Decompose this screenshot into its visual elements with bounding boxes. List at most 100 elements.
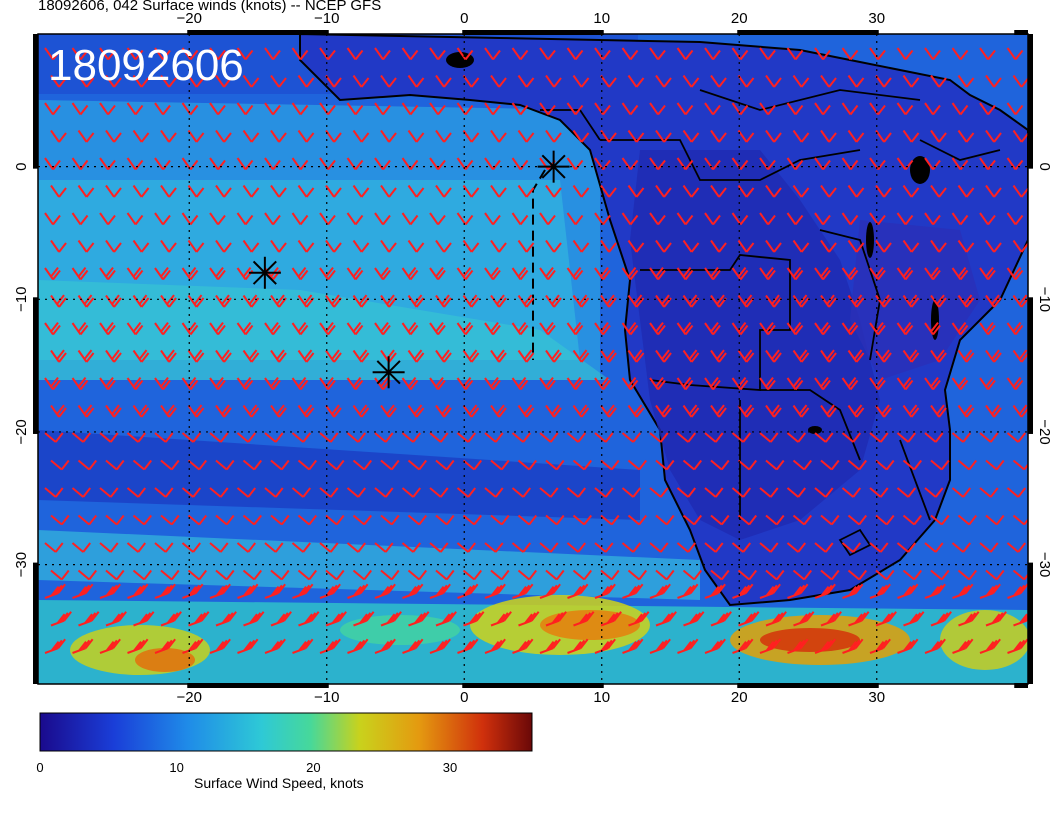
wind-barb	[600, 514, 620, 526]
wind-barb	[126, 102, 144, 116]
wind-barb	[676, 487, 697, 498]
wind-barb	[902, 74, 920, 88]
wind-barb	[160, 611, 182, 627]
wind-barb	[649, 487, 669, 498]
wind-barb	[572, 129, 590, 143]
wind-barb	[462, 459, 483, 471]
wind-barb	[154, 638, 176, 654]
wind-barb	[242, 569, 263, 581]
wind-barb	[814, 47, 831, 61]
wind-barb	[402, 638, 424, 654]
wind-barb	[759, 157, 776, 171]
wind-barb	[297, 184, 315, 198]
wind-barb	[930, 239, 947, 253]
axis-band-left	[33, 34, 38, 167]
wind-barb	[380, 514, 400, 526]
y-tick-label-right: −30	[1036, 552, 1053, 577]
wind-barb	[50, 611, 72, 627]
wind-barb	[649, 321, 666, 336]
wind-barb	[215, 74, 232, 88]
wind-barb	[484, 321, 501, 336]
wind-barb	[896, 542, 917, 553]
wind-barb	[704, 212, 721, 226]
wind-barb	[270, 569, 290, 581]
wind-barb	[517, 349, 535, 363]
wind-barb	[765, 459, 785, 471]
axis-band-left	[33, 299, 38, 432]
wind-barb	[270, 514, 290, 526]
wind-barb	[847, 74, 865, 88]
wind-barb	[187, 294, 205, 308]
wind-barb	[291, 212, 309, 226]
wind-barb	[127, 583, 149, 599]
wind-barb	[456, 47, 474, 61]
wind-barb	[566, 487, 587, 498]
wind-barb	[655, 459, 675, 471]
wind-barb	[160, 74, 177, 88]
wind-barb	[951, 542, 972, 553]
wind-barb	[133, 611, 155, 627]
wind-barb	[429, 102, 446, 116]
wind-barb	[897, 583, 919, 599]
wind-barb	[924, 266, 941, 281]
wind-barb	[77, 514, 98, 526]
wind-barb	[429, 376, 446, 391]
wind-barb	[594, 321, 611, 336]
wind-barb	[985, 404, 1002, 418]
wind-barb	[792, 569, 813, 581]
wind-barb	[600, 239, 617, 253]
wind-barb	[325, 569, 345, 581]
wind-barb	[132, 514, 153, 526]
wind-barb	[566, 47, 584, 61]
wind-barb	[297, 74, 315, 88]
wind-barb	[820, 349, 837, 363]
wind-barb	[600, 294, 617, 308]
wind-barb	[737, 514, 758, 526]
wind-barb	[490, 611, 512, 627]
wind-barb	[600, 349, 617, 363]
wind-barb	[930, 129, 947, 143]
wind-barb	[627, 239, 645, 253]
wind-barb	[132, 74, 150, 88]
wind-barb	[154, 432, 174, 443]
date-stamp: 18092606	[48, 41, 244, 90]
wind-barb	[352, 569, 373, 581]
wind-barb	[902, 349, 920, 363]
wind-barb	[676, 542, 697, 553]
wind-barb	[710, 459, 730, 471]
wind-barb	[924, 321, 941, 336]
wind-barb	[462, 349, 480, 363]
wind-barb	[627, 129, 645, 143]
wind-barb	[105, 514, 125, 526]
wind-barb	[627, 184, 645, 198]
wind-barb	[160, 514, 180, 526]
wind-barb	[99, 102, 116, 116]
wind-barb	[154, 157, 171, 171]
wind-barb	[291, 157, 309, 171]
wind-barb	[869, 487, 889, 498]
wind-barb	[572, 514, 593, 526]
wind-barb	[291, 266, 309, 281]
wind-barb	[951, 487, 972, 498]
x-tick-label-bottom: 30	[868, 689, 885, 706]
wind-barb	[270, 611, 292, 627]
wind-barb	[160, 459, 180, 471]
wind-barb	[1006, 321, 1024, 336]
wind-barb	[187, 184, 205, 198]
wind-barb	[209, 102, 226, 116]
wind-barb	[594, 487, 614, 498]
wind-barb	[786, 102, 804, 116]
wind-barb	[765, 129, 782, 143]
wind-barb	[264, 212, 281, 226]
x-tick-label-top: 20	[731, 10, 748, 27]
wind-barb	[237, 583, 259, 599]
wind-barb	[291, 542, 312, 553]
wind-barb	[924, 487, 944, 498]
wind-barb	[704, 266, 721, 281]
wind-barb	[215, 569, 235, 581]
wind-barb	[484, 638, 506, 654]
wind-barb	[517, 514, 538, 526]
wind-barb	[957, 129, 975, 143]
wind-barb	[264, 321, 281, 336]
axis-band-right	[1028, 34, 1033, 167]
